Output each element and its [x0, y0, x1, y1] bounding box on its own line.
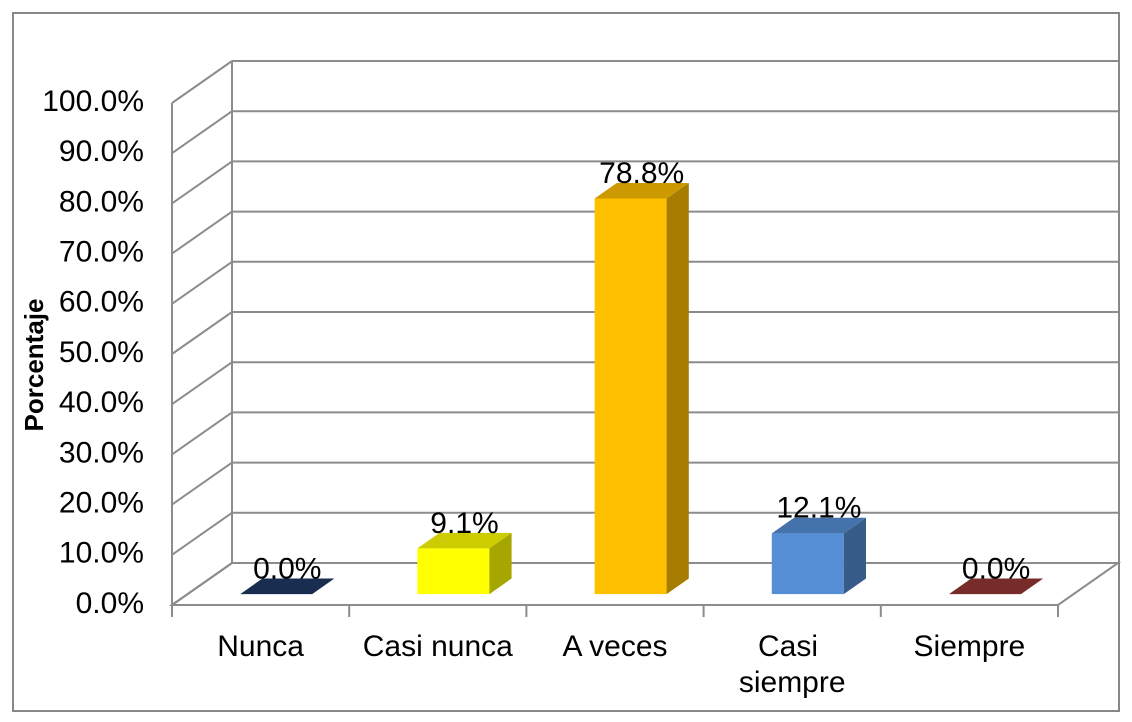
value-label: 9.1%	[430, 507, 498, 540]
y-tick-label: 100.0%	[42, 85, 144, 118]
value-label: 0.0%	[253, 552, 321, 585]
grid-line	[171, 411, 233, 456]
bar-top	[771, 517, 866, 534]
bar-top	[949, 578, 1044, 595]
x-tick-label: Casi nunca	[363, 630, 513, 663]
y-tick-label: 10.0%	[59, 537, 144, 570]
grid-line	[171, 210, 233, 255]
bar-side	[843, 517, 866, 595]
grid-line	[171, 562, 233, 606]
value-label: 78.8%	[599, 157, 684, 190]
x-tick-label: Casi siempre	[739, 630, 846, 699]
grid-line	[171, 311, 233, 355]
bar-top	[417, 532, 512, 549]
y-tick-label: 60.0%	[59, 286, 144, 319]
y-tick-label: 0.0%	[76, 587, 144, 620]
value-label: 0.0%	[962, 552, 1030, 585]
y-tick-label: 30.0%	[59, 436, 144, 469]
grid-line	[171, 260, 233, 305]
y-axis-label: Porcentaje	[19, 299, 49, 432]
grid-line	[171, 511, 233, 556]
y-tick-label: 70.0%	[59, 236, 144, 269]
grid-line	[171, 160, 233, 205]
x-tick-label: A veces	[562, 630, 667, 663]
y-tick-label: 40.0%	[59, 386, 144, 419]
y-tick-label: 90.0%	[59, 135, 144, 168]
bar-top	[240, 578, 335, 595]
grid-line	[171, 361, 233, 406]
grid-line	[171, 461, 233, 506]
bar	[417, 548, 490, 595]
x-tick-label: Siempre	[914, 630, 1026, 663]
y-tick-label: 50.0%	[59, 336, 144, 369]
bar-side	[666, 182, 689, 595]
y-tick-label: 20.0%	[59, 487, 144, 520]
grid-line	[171, 60, 233, 104]
bar	[594, 198, 667, 595]
bar-top	[594, 182, 689, 199]
value-label: 12.1%	[776, 492, 861, 525]
grid-line	[171, 110, 233, 155]
bar	[771, 533, 844, 595]
bar-side	[489, 532, 512, 595]
y-tick-label: 80.0%	[59, 185, 144, 218]
x-tick-label: Nunca	[217, 630, 304, 663]
